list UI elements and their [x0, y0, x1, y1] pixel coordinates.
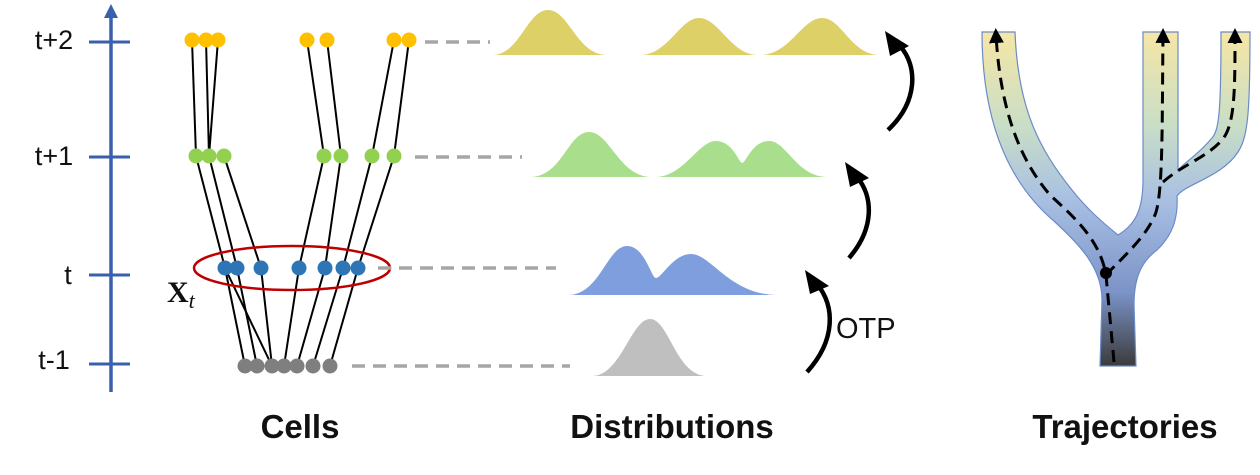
cell [201, 148, 217, 164]
cell [184, 32, 200, 48]
cell [188, 148, 204, 164]
cells-t-plus-1 [188, 148, 402, 164]
curved-up-arrow-icon [847, 175, 871, 260]
distribution-curve [655, 141, 828, 177]
cell [305, 358, 321, 374]
distributions-label: Distributions [570, 408, 774, 445]
cell [401, 32, 417, 48]
cell [319, 32, 335, 48]
distribution-curve [568, 246, 778, 295]
cells-t-minus-1 [237, 358, 338, 374]
cell [237, 358, 253, 374]
cell [276, 358, 292, 374]
cell [322, 358, 338, 374]
tick-label-t-plus-1: t+1 [35, 141, 73, 171]
cell [264, 358, 280, 374]
lineage-lines [191, 39, 410, 367]
trajectory-path [1162, 28, 1243, 184]
cell [229, 260, 245, 276]
distribution-curve [530, 132, 652, 177]
curved-up-arrow-icon [805, 282, 833, 374]
cell [217, 260, 233, 276]
trajectory-path [988, 28, 1116, 363]
cell [253, 260, 269, 276]
cell [299, 32, 315, 48]
cell [249, 358, 265, 374]
distribution-curve [592, 319, 707, 376]
cell [210, 32, 226, 48]
distributions-t-minus-1 [592, 319, 707, 376]
cells-t [217, 260, 366, 276]
branching-tube-icon [981, 31, 1251, 367]
xt-label: Xt [167, 276, 196, 313]
dashed-connectors [352, 40, 570, 368]
cells-label: Cells [261, 408, 340, 445]
distributions-t-plus-2 [492, 10, 880, 55]
cell [386, 148, 402, 164]
cell [291, 260, 307, 276]
trajectory-path [1104, 28, 1171, 277]
tick-label-t-plus-2: t+2 [35, 25, 73, 55]
curved-up-arrow-icon [886, 44, 915, 132]
cell [317, 260, 333, 276]
distributions-t-plus-1 [530, 132, 828, 177]
cell [364, 148, 380, 164]
cell [386, 32, 402, 48]
cell [216, 148, 232, 164]
cell [335, 260, 351, 276]
cell [333, 148, 349, 164]
distribution-curve [492, 10, 607, 55]
otp-label: OTP [836, 313, 896, 345]
cells-t-plus-2 [184, 32, 417, 48]
trajectories-label: Trajectories [1032, 408, 1217, 445]
otp-arrows [805, 31, 915, 374]
distribution-curve [760, 18, 880, 55]
cell [316, 148, 332, 164]
axis-arrowhead-icon [104, 4, 118, 18]
time-axis: t+2 t+1 t t-1 [35, 4, 130, 392]
cell [350, 260, 366, 276]
tick-label-t: t [64, 260, 72, 290]
tick-label-t-minus-1: t-1 [38, 345, 70, 375]
trajectory-tree [981, 28, 1251, 367]
cell [198, 32, 214, 48]
distributions-t [568, 246, 778, 295]
branch-point [1100, 267, 1112, 279]
cell [289, 358, 305, 374]
distribution-curve [640, 18, 758, 55]
